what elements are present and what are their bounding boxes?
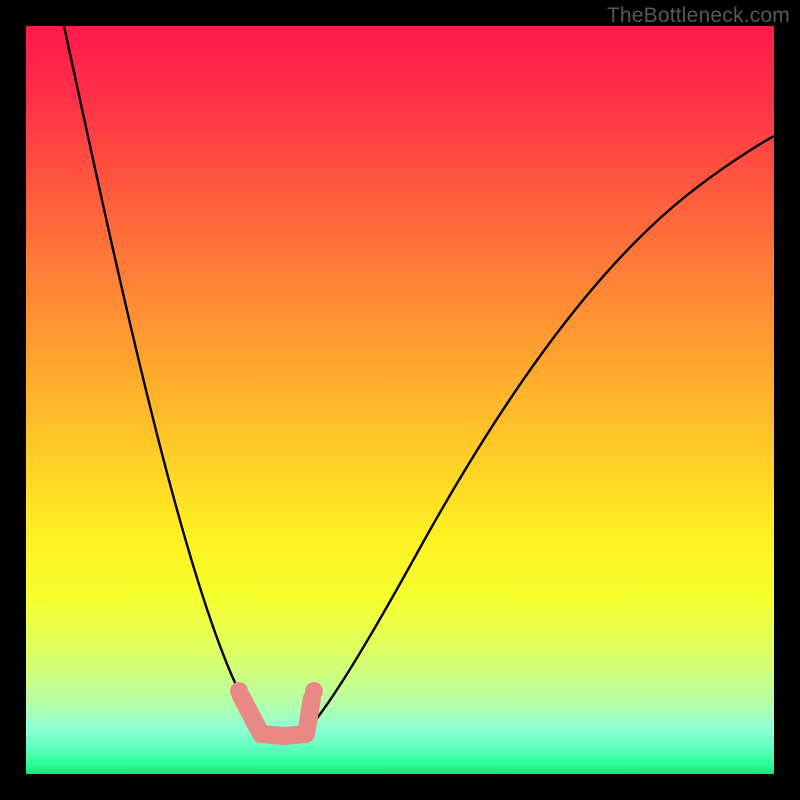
v-curve <box>64 26 774 739</box>
highlight-dot <box>305 682 323 700</box>
highlight-marker <box>241 696 312 736</box>
watermark-text: TheBottleneck.com <box>607 4 790 28</box>
chart-frame: TheBottleneck.com <box>0 0 800 800</box>
curve-layer <box>26 26 774 774</box>
highlight-dot <box>230 682 248 700</box>
chart-canvas <box>26 26 774 774</box>
